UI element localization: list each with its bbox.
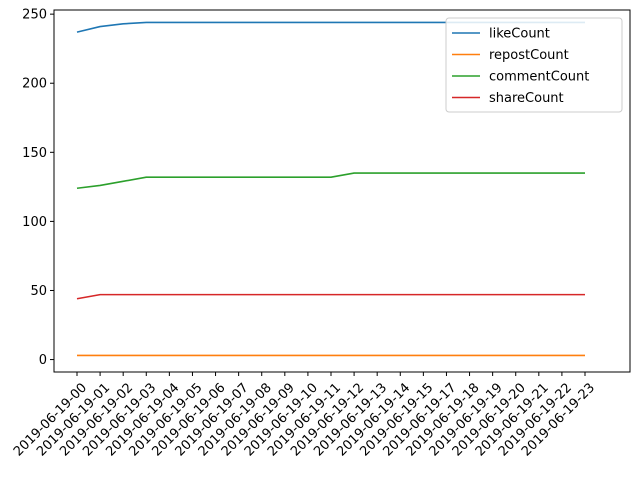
y-tick-label: 150 (22, 146, 47, 161)
legend-label-repostCount: repostCount (489, 48, 569, 63)
y-tick-label: 100 (22, 215, 47, 230)
x-axis: 2019-06-19-002019-06-19-012019-06-19-022… (11, 372, 598, 459)
series-line-commentCount (76, 172, 585, 190)
y-tick-label: 250 (22, 8, 47, 23)
plot-frame (53, 9, 631, 373)
y-tick-label: 50 (30, 284, 47, 299)
legend-label-shareCount: shareCount (489, 91, 564, 106)
legend-label-commentCount: commentCount (489, 70, 589, 85)
y-tick-label: 0 (39, 353, 47, 368)
y-tick-label: 200 (22, 77, 47, 92)
legend-box (445, 17, 623, 113)
legend: likeCount repostCount commentCount shareCou… (445, 17, 623, 113)
y-axis: 0 50 100 150 200 250 (22, 8, 54, 368)
series-line-shareCount (76, 293, 585, 300)
legend-label-likeCount: likeCount (489, 27, 550, 42)
